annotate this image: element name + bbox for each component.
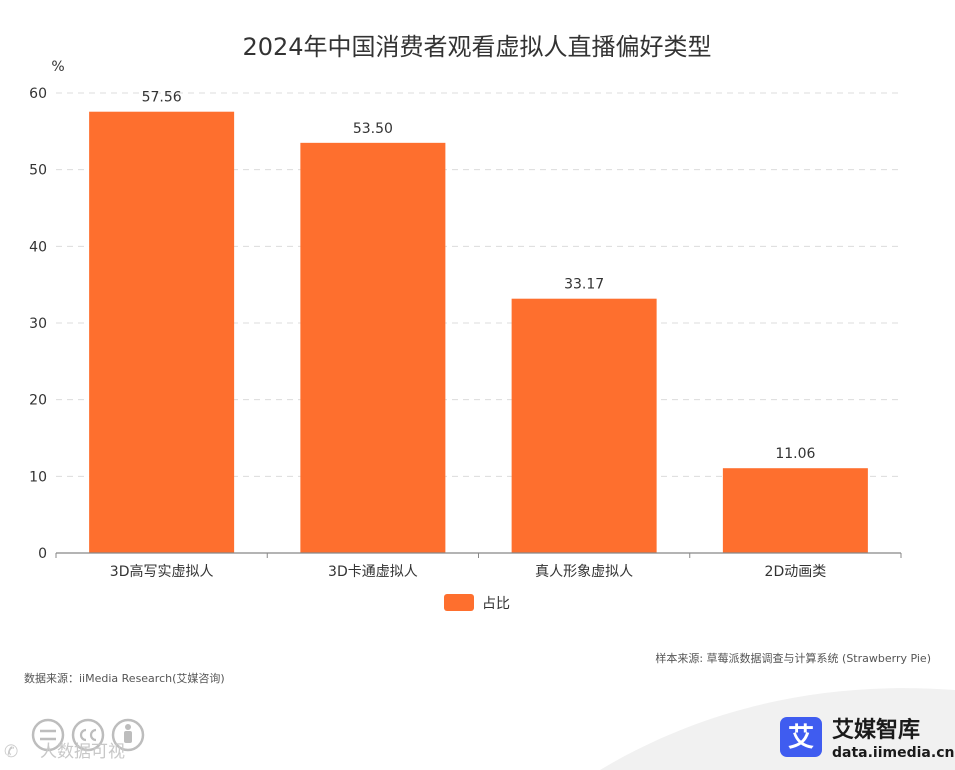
legend[interactable]: 占比 bbox=[444, 594, 510, 612]
y-axis-label: % bbox=[51, 59, 64, 75]
y-tick-label: 10 bbox=[29, 469, 47, 485]
bar[interactable] bbox=[722, 468, 868, 553]
brand-url: data.iimedia.cn bbox=[832, 745, 954, 761]
bar[interactable] bbox=[89, 111, 235, 553]
brand-logo-char: 艾 bbox=[788, 723, 814, 753]
bars: 57.56 53.50 33.17 11.06 bbox=[89, 90, 868, 554]
legend-label: 占比 bbox=[482, 596, 510, 612]
data-label: 53.50 bbox=[353, 121, 393, 137]
data-label: 33.17 bbox=[564, 277, 604, 293]
y-tick-label: 50 bbox=[29, 163, 47, 179]
person-icon bbox=[111, 718, 145, 752]
watermark-text: 人数据可视 bbox=[40, 742, 125, 762]
x-axis: 3D高写实虚拟人 3D卡通虚拟人 真人形象虚拟人 2D动画类 bbox=[55, 553, 902, 580]
data-label: 11.06 bbox=[775, 446, 815, 462]
y-tick-label: 0 bbox=[38, 546, 47, 562]
watermark: ✆ 人数据可视 bbox=[4, 742, 125, 762]
data-label: 57.56 bbox=[142, 90, 182, 106]
x-tick-label: 2D动画类 bbox=[765, 564, 827, 580]
bar[interactable] bbox=[300, 142, 446, 554]
brand-logo[interactable]: 艾 艾媒智库 data.iimedia.cn bbox=[780, 717, 954, 761]
y-tick-label: 30 bbox=[29, 316, 47, 332]
y-tick-label: 40 bbox=[29, 239, 47, 255]
y-tick-label: 60 bbox=[29, 86, 47, 102]
watermark-icon: ✆ bbox=[4, 742, 18, 762]
x-tick-label: 3D高写实虚拟人 bbox=[110, 563, 214, 580]
x-tick-label: 真人形象虚拟人 bbox=[535, 564, 633, 580]
chart-title: 2024年中国消费者观看虚拟人直播偏好类型 bbox=[242, 33, 711, 61]
sample-source: 样本来源: 草莓派数据调查与计算系统 (Strawberry Pie) bbox=[655, 651, 931, 665]
cc-icon bbox=[71, 718, 105, 752]
corner-swoosh bbox=[600, 688, 955, 770]
y-axis: 0 10 20 30 40 50 60 bbox=[29, 86, 47, 562]
equal-icon bbox=[31, 718, 65, 752]
brand-name: 艾媒智库 bbox=[832, 717, 920, 743]
y-tick-label: 20 bbox=[29, 393, 47, 409]
brand-logo-icon bbox=[780, 717, 822, 757]
license-icons bbox=[31, 718, 145, 752]
data-source: 数据来源：iiMedia Research(艾媒咨询) bbox=[24, 671, 225, 685]
legend-swatch bbox=[444, 594, 474, 611]
x-tick-label: 3D卡通虚拟人 bbox=[328, 564, 418, 580]
bar[interactable] bbox=[511, 298, 657, 553]
